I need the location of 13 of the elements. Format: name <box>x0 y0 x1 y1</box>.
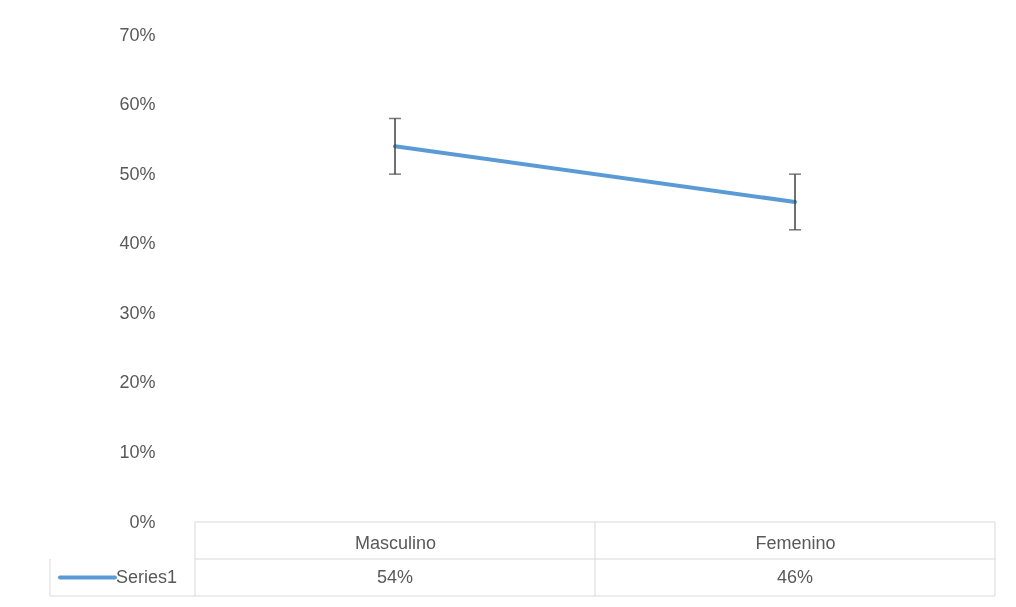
y-tick-label: 10% <box>119 441 156 462</box>
y-tick-label: 70% <box>119 24 156 45</box>
y-tick-label: 50% <box>119 163 156 184</box>
y-tick-label: 0% <box>129 511 156 532</box>
data-label: 46% <box>776 566 814 587</box>
x-tick-label: Femenino <box>755 532 836 553</box>
y-tick-label: 20% <box>119 372 156 393</box>
y-tick-label: 60% <box>119 94 156 115</box>
data-label: 54% <box>376 566 414 587</box>
y-tick-label: 30% <box>119 302 156 323</box>
y-tick-label: 40% <box>119 233 156 254</box>
legend-label: Series1 <box>116 566 178 587</box>
x-tick-label: Masculino <box>354 532 437 553</box>
